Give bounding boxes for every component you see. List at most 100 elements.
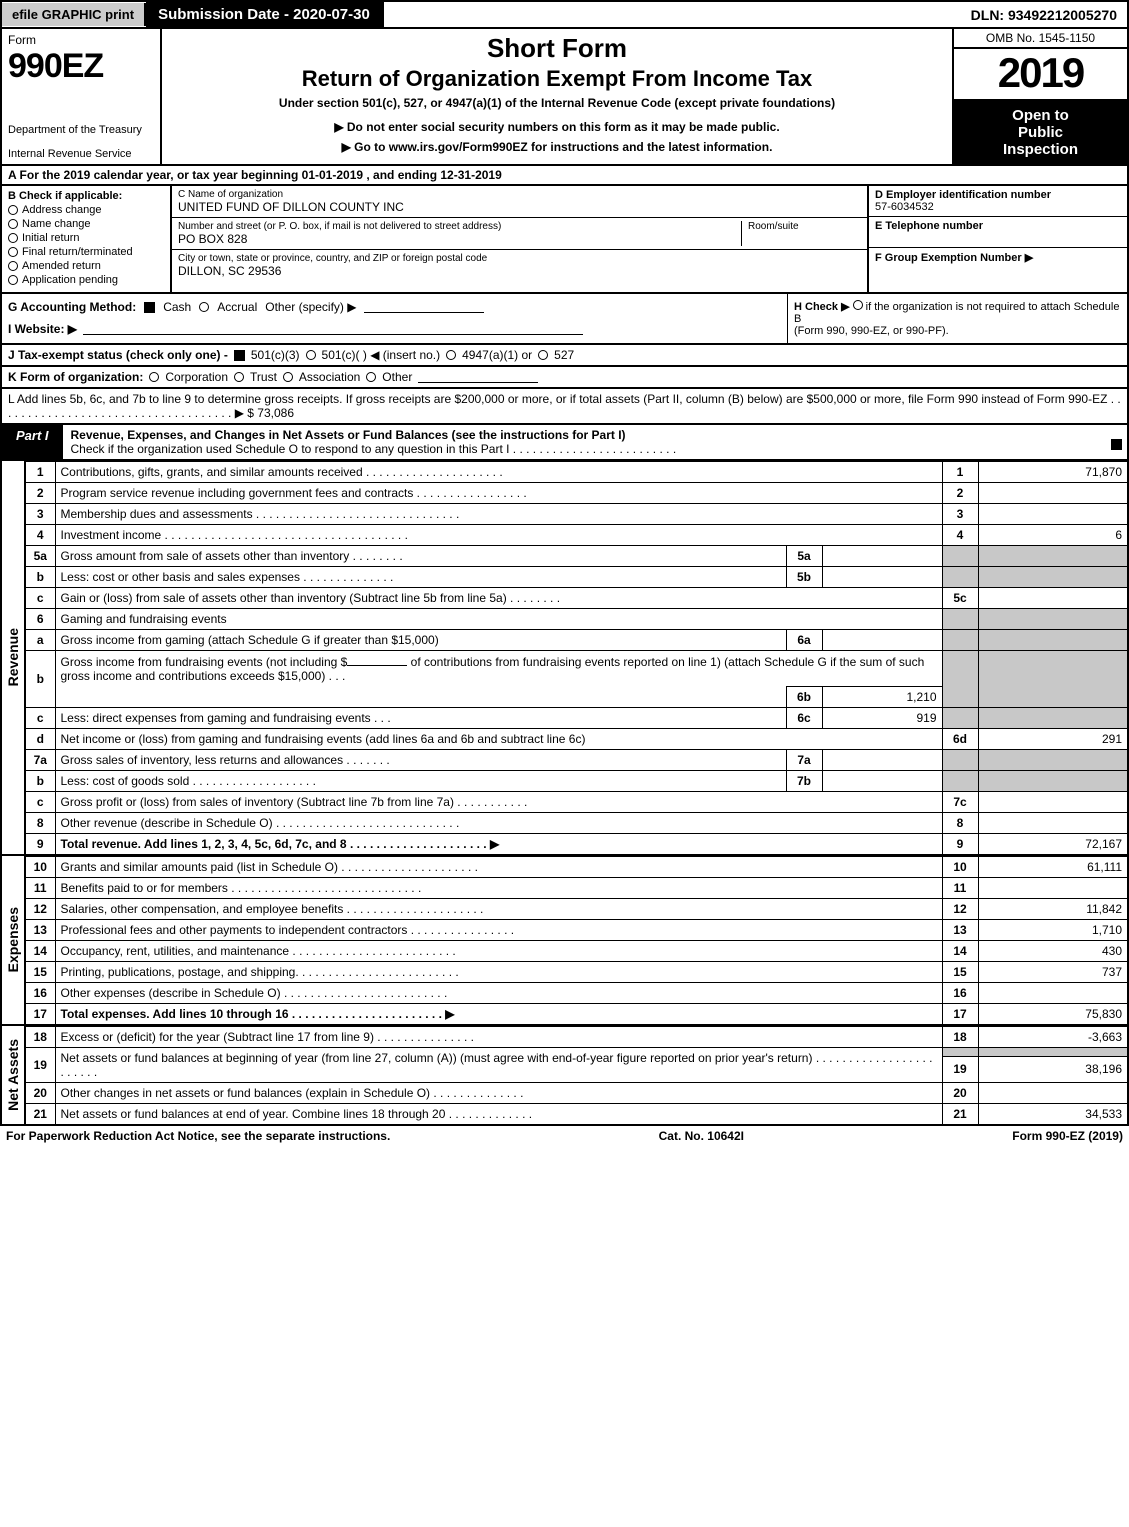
col-num-grey: [942, 546, 978, 567]
circle-icon[interactable]: [366, 372, 376, 382]
line-desc: Other revenue (describe in Schedule O) .…: [55, 813, 942, 834]
table-row: 9Total revenue. Add lines 1, 2, 3, 4, 5c…: [25, 834, 1128, 856]
circle-icon[interactable]: [199, 302, 209, 312]
g-row: G Accounting Method: Cash Accrual Other …: [8, 300, 781, 314]
e-label: E Telephone number: [875, 220, 1121, 232]
col-val-grey: [978, 708, 1128, 729]
i-website-blank[interactable]: [83, 323, 583, 335]
circle-icon: [8, 247, 18, 257]
g-accrual: Accrual: [217, 300, 257, 314]
info-block: B Check if applicable: Address change Na…: [0, 186, 1129, 294]
chk-final-return[interactable]: Final return/terminated: [8, 246, 164, 258]
line-num: 11: [25, 878, 55, 899]
line-num: 2: [25, 483, 55, 504]
midbox-label: 7b: [786, 771, 822, 792]
col-val: 34,533: [978, 1104, 1128, 1126]
chk-label: Initial return: [22, 232, 79, 244]
col-num: 10: [942, 857, 978, 878]
revenue-label-text: Revenue: [5, 628, 21, 686]
col-val: [978, 483, 1128, 504]
expenses-table: 10Grants and similar amounts paid (list …: [24, 856, 1129, 1026]
col-num-grey: [942, 651, 978, 708]
line-num: 21: [25, 1104, 55, 1126]
form-number: 990EZ: [8, 47, 154, 86]
l6b-blank[interactable]: [347, 654, 407, 666]
chk-initial-return[interactable]: Initial return: [8, 232, 164, 244]
col-num: 18: [942, 1027, 978, 1048]
chk-name-change[interactable]: Name change: [8, 218, 164, 230]
line-desc: Other expenses (describe in Schedule O) …: [55, 983, 942, 1004]
chk-label: Final return/terminated: [22, 246, 133, 258]
part1-checkbox[interactable]: [1105, 425, 1127, 459]
col-val: 6: [978, 525, 1128, 546]
f-label: F Group Exemption Number ▶: [875, 251, 1121, 264]
chk-application-pending[interactable]: Application pending: [8, 274, 164, 286]
d-ein: D Employer identification number 57-6034…: [869, 186, 1127, 217]
col-val: 1,710: [978, 920, 1128, 941]
line-num: c: [25, 708, 55, 729]
h-text2: (Form 990, 990-EZ, or 990-PF).: [794, 325, 949, 337]
chk-label: Amended return: [22, 260, 101, 272]
tax-year: 2019: [954, 49, 1127, 101]
circle-icon[interactable]: [446, 350, 456, 360]
part1-title-text: Revenue, Expenses, and Changes in Net As…: [71, 428, 626, 442]
table-row: 16Other expenses (describe in Schedule O…: [25, 983, 1128, 1004]
line-desc-empty: [55, 687, 786, 708]
k-other-blank[interactable]: [418, 371, 538, 383]
checkbox-501c3-checked-icon[interactable]: [234, 350, 245, 361]
circle-icon[interactable]: [149, 372, 159, 382]
g-other-blank[interactable]: [364, 301, 484, 313]
table-row: bLess: cost of goods sold . . . . . . . …: [25, 771, 1128, 792]
table-row: 17Total expenses. Add lines 10 through 1…: [25, 1004, 1128, 1026]
circle-icon[interactable]: [306, 350, 316, 360]
inspect-line1: Open to: [956, 107, 1125, 124]
line-desc: Printing, publications, postage, and shi…: [55, 962, 942, 983]
line-num: 20: [25, 1083, 55, 1104]
l6b-d1: Gross income from fundraising events (no…: [61, 655, 348, 669]
col-val: [978, 588, 1128, 609]
line-num: d: [25, 729, 55, 750]
circle-icon[interactable]: [234, 372, 244, 382]
col-num: 9: [942, 834, 978, 856]
col-val: [978, 813, 1128, 834]
circle-icon[interactable]: [853, 300, 863, 310]
goto-link[interactable]: ▶ Go to www.irs.gov/Form990EZ for instru…: [170, 140, 944, 154]
top-bar: efile GRAPHIC print Submission Date - 20…: [0, 0, 1129, 29]
line-num: 4: [25, 525, 55, 546]
chk-amended-return[interactable]: Amended return: [8, 260, 164, 272]
short-form-title: Short Form: [170, 33, 944, 64]
c-city: City or town, state or province, country…: [172, 250, 867, 281]
dln-label: DLN: 93492212005270: [961, 3, 1127, 27]
k-o1: Corporation: [165, 370, 228, 384]
return-title: Return of Organization Exempt From Incom…: [170, 66, 944, 92]
col-num: 7c: [942, 792, 978, 813]
circle-icon: [8, 275, 18, 285]
inspect-line3: Inspection: [956, 141, 1125, 158]
line-num: c: [25, 588, 55, 609]
netassets-table: 18Excess or (deficit) for the year (Subt…: [24, 1026, 1129, 1126]
circle-icon[interactable]: [283, 372, 293, 382]
line-desc: Benefits paid to or for members . . . . …: [55, 878, 942, 899]
col-val: [978, 878, 1128, 899]
table-row: 10Grants and similar amounts paid (list …: [25, 857, 1128, 878]
col-val: 72,167: [978, 834, 1128, 856]
table-row: 13Professional fees and other payments t…: [25, 920, 1128, 941]
col-num: 8: [942, 813, 978, 834]
l17-desc: Total expenses. Add lines 10 through 16 …: [61, 1007, 455, 1021]
table-row: 1Contributions, gifts, grants, and simil…: [25, 462, 1128, 483]
midbox-val: 919: [822, 708, 942, 729]
k-o2: Trust: [250, 370, 277, 384]
col-num: 19: [942, 1056, 978, 1082]
k-row: K Form of organization: Corporation Trus…: [0, 367, 1129, 389]
col-val: [978, 504, 1128, 525]
part1-tag: Part I: [2, 425, 63, 459]
table-row: 5aGross amount from sale of assets other…: [25, 546, 1128, 567]
table-row: 7aGross sales of inventory, less returns…: [25, 750, 1128, 771]
circle-icon[interactable]: [538, 350, 548, 360]
line-desc: Gross profit or (loss) from sales of inv…: [55, 792, 942, 813]
checkbox-cash-checked-icon[interactable]: [144, 302, 155, 313]
efile-print-button[interactable]: efile GRAPHIC print: [2, 3, 146, 26]
open-to-public: Open to Public Inspection: [954, 101, 1127, 164]
chk-address-change[interactable]: Address change: [8, 204, 164, 216]
omb-number: OMB No. 1545-1150: [954, 29, 1127, 49]
